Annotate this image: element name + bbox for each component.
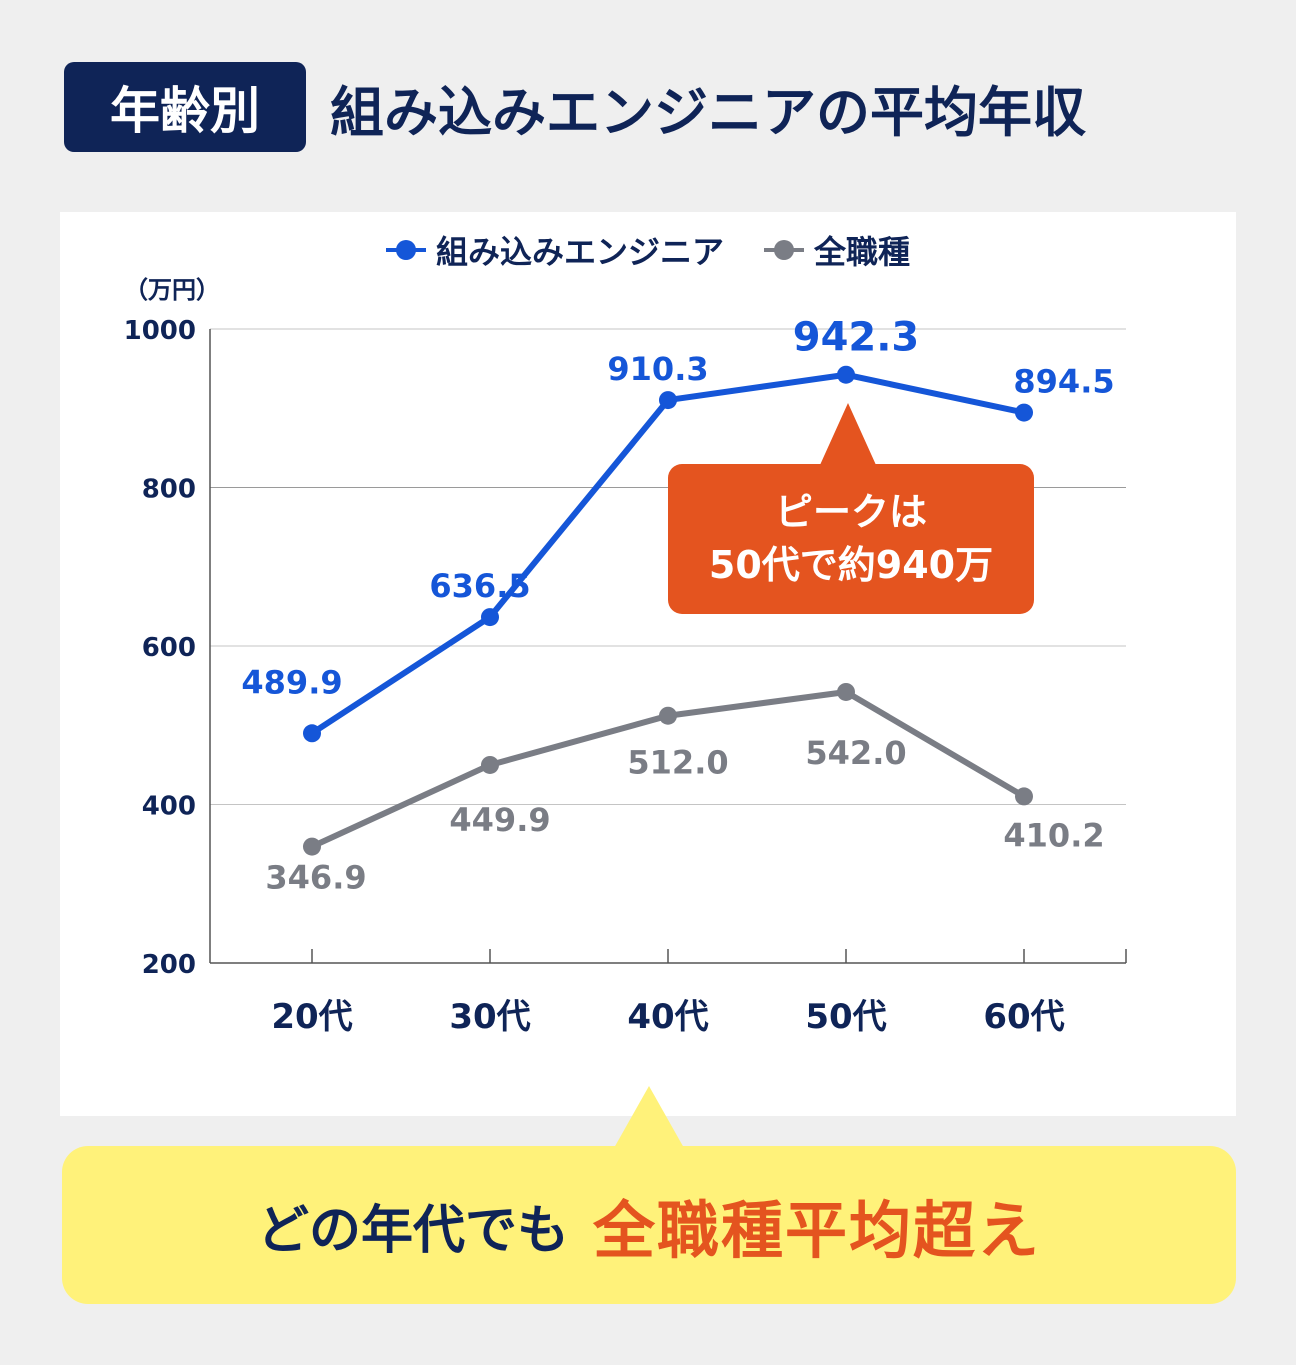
point-all-1	[481, 755, 499, 774]
legend-item-embedded: 組み込みエンジニア	[385, 227, 724, 273]
x-tick-label: 40代	[627, 997, 708, 1037]
y-tick-label-600: 600	[142, 633, 196, 663]
point-embedded-1	[481, 608, 499, 627]
chart-panel	[60, 212, 1236, 1116]
data-label: 489.9	[241, 663, 342, 701]
data-label: 894.5	[1013, 363, 1114, 401]
legend-label-embedded: 組み込みエンジニア	[435, 233, 724, 271]
x-tick-label: 30代	[449, 997, 530, 1037]
data-label: 636.5	[429, 567, 530, 605]
badge-text: 年齢別	[110, 82, 260, 140]
data-label: 346.9	[265, 859, 366, 897]
data-label: 942.3	[793, 315, 920, 361]
y-tick-label-400: 400	[142, 792, 196, 822]
peak-callout: ピークは 50代で約940万	[668, 464, 1034, 614]
point-embedded-0	[303, 724, 321, 743]
data-label: 542.0	[805, 734, 906, 772]
legend-item-all: 全職種	[764, 227, 910, 273]
x-tick-label: 60代	[983, 997, 1064, 1037]
callout-line2: 50代で約940万	[708, 543, 994, 587]
chart-legend: 組み込みエンジニア 全職種	[0, 228, 1296, 272]
data-label: 512.0	[627, 744, 728, 782]
legend-swatch-blue	[385, 240, 426, 260]
y-tick-label-800: 800	[142, 475, 196, 505]
legend-swatch-gray	[764, 240, 804, 260]
callout-tail	[820, 403, 876, 465]
point-all-2	[659, 706, 677, 725]
conclusion-text: どの年代でも	[256, 1200, 569, 1261]
point-all-0	[303, 837, 321, 856]
point-embedded-4	[1015, 403, 1033, 422]
point-all-3	[837, 682, 855, 701]
legend-label-all: 全職種	[814, 233, 911, 271]
data-label: 910.3	[607, 350, 708, 388]
data-label: 449.9	[449, 801, 550, 839]
conclusion-bubble: どの年代でも 全職種平均超え	[62, 1146, 1236, 1304]
age-badge: 年齢別	[64, 62, 306, 152]
unit-label: （万円）	[124, 276, 220, 304]
x-tick-label: 50代	[805, 997, 886, 1037]
callout-line1: ピークは	[774, 489, 927, 534]
point-all-4	[1015, 787, 1033, 806]
y-tick-label-200: 200	[142, 950, 196, 980]
x-tick-label: 20代	[271, 997, 352, 1037]
point-embedded-3	[837, 365, 855, 384]
page-title: 組み込みエンジニアの平均年収	[330, 80, 1086, 144]
conclusion-tail	[614, 1086, 684, 1148]
y-tick-label-1000: 1000	[124, 316, 196, 346]
data-label: 410.2	[1003, 816, 1104, 854]
point-embedded-2	[659, 391, 677, 410]
conclusion-highlight: 全職種平均超え	[593, 1194, 1042, 1267]
